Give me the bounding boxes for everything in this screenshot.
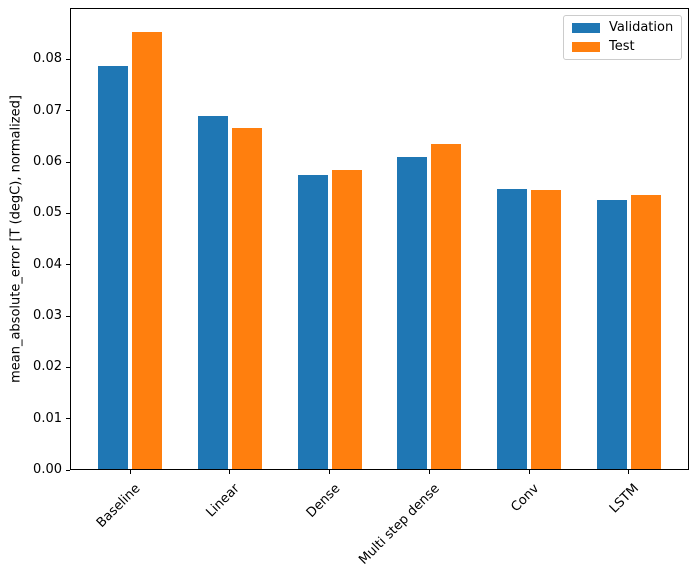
x-tick-mark: [329, 470, 331, 474]
x-tick-mark: [428, 470, 430, 474]
bar-validation-multi-step-dense: [397, 157, 428, 469]
y-tick-label: 0.02: [33, 359, 62, 375]
x-tick-mark: [229, 470, 231, 474]
legend-label-test: Test: [609, 39, 635, 54]
bar-validation-dense: [297, 175, 328, 469]
y-tick-mark: [66, 110, 70, 112]
y-tick-mark: [66, 264, 70, 266]
legend-label-validation: Validation: [609, 20, 674, 35]
bar-validation-baseline: [98, 66, 129, 469]
x-tick-label: Conv: [508, 481, 543, 516]
x-tick-label: Dense: [303, 481, 343, 521]
y-tick-label: 0.03: [33, 308, 62, 323]
y-tick-mark: [66, 315, 70, 317]
y-tick-label: 0.01: [33, 410, 62, 426]
y-tick-mark: [66, 366, 70, 368]
bar-validation-lstm: [597, 200, 627, 469]
y-tick-mark: [66, 161, 70, 163]
bar-test-linear: [231, 127, 262, 469]
legend-item-validation: Validation: [572, 20, 673, 36]
y-tick-label: 0.08: [33, 51, 62, 67]
bar-validation-conv: [497, 189, 528, 469]
bar-test-multi-step-dense: [431, 143, 462, 469]
y-tick-mark: [66, 418, 70, 420]
legend: Validation Test: [563, 15, 683, 60]
bar-test-baseline: [132, 31, 162, 469]
x-tick-mark: [129, 470, 131, 474]
y-tick-mark: [66, 469, 70, 471]
test-color-swatch: [572, 42, 600, 52]
y-tick-label: 0.05: [33, 205, 62, 221]
legend-item-test: Test: [572, 39, 673, 55]
y-axis-label: mean_absolute_error [T (degC), normalize…: [8, 95, 24, 383]
x-tick-label: Baseline: [93, 481, 144, 531]
y-tick-mark: [66, 212, 70, 214]
bar-validation-linear: [197, 116, 228, 469]
x-tick-label: Multi step dense: [356, 481, 443, 568]
y-tick-label: 0.06: [33, 154, 62, 169]
validation-color-swatch: [572, 23, 600, 33]
y-tick-label: 0.00: [33, 462, 62, 477]
x-tick-label: LSTM: [607, 481, 643, 517]
x-tick-mark: [528, 470, 530, 474]
plot-area: [70, 8, 689, 470]
y-tick-label: 0.07: [33, 102, 62, 118]
bar-test-conv: [531, 190, 562, 469]
bar-test-lstm: [630, 194, 661, 469]
x-tick-mark: [628, 470, 630, 474]
x-tick-label: Linear: [203, 481, 244, 521]
y-tick-mark: [66, 58, 70, 60]
bar-test-dense: [331, 169, 362, 469]
y-tick-label: 0.04: [33, 256, 62, 272]
